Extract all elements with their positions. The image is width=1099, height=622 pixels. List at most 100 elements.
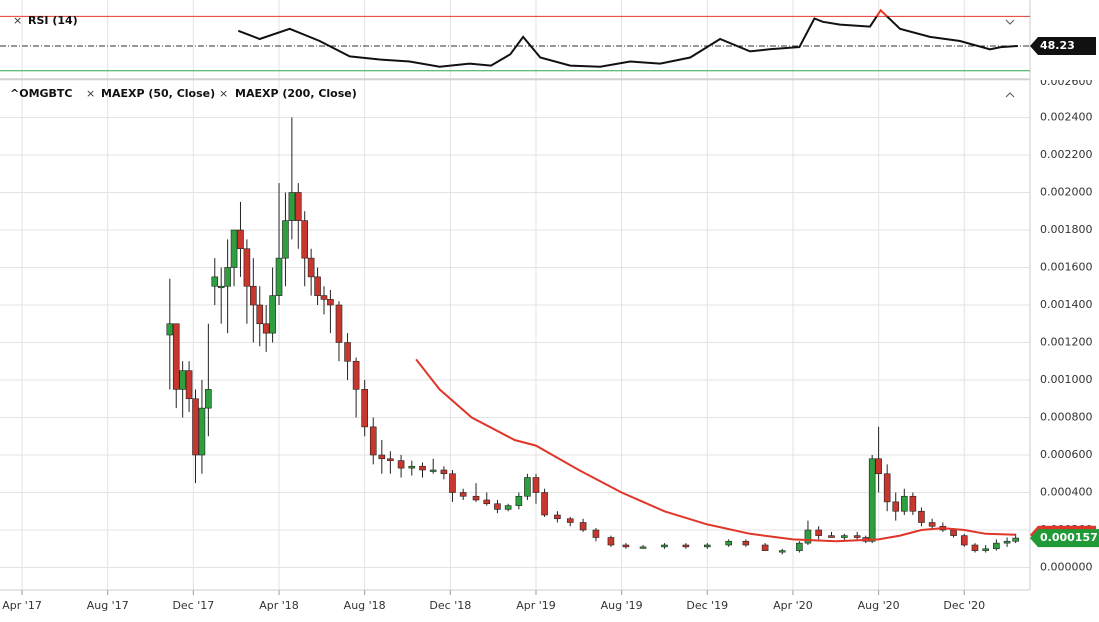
candle-body <box>950 529 957 536</box>
close-icon[interactable]: × <box>219 87 228 100</box>
candle-body <box>378 454 386 460</box>
candle-body <box>494 503 501 510</box>
close-icon[interactable]: × <box>86 87 95 100</box>
collapse-icon[interactable] <box>1005 19 1015 25</box>
price-panel <box>166 117 1019 555</box>
rsi-title: RSI (14) <box>28 14 78 27</box>
candle-body <box>307 257 315 278</box>
candle-body <box>883 473 891 503</box>
candle-body <box>607 537 615 546</box>
rsi-line-overbought <box>875 8 889 17</box>
candle-body <box>472 495 480 501</box>
candle-body <box>901 495 908 512</box>
y-tick-label: 0.001200 <box>1040 336 1093 349</box>
y-tick-label: 0.002600 <box>1040 75 1093 88</box>
candle-body <box>301 220 309 259</box>
x-tick-label: Dec '18 <box>429 599 471 612</box>
candle-body <box>592 529 600 538</box>
y-tick-label: 0.002000 <box>1040 186 1093 199</box>
candle-body <box>352 360 360 390</box>
candle-body <box>661 544 668 548</box>
candle-body <box>892 501 900 512</box>
x-tick-label: Aug '18 <box>344 599 386 612</box>
x-tick-label: Dec '17 <box>172 599 214 612</box>
candle-body <box>761 544 769 551</box>
candle-body <box>320 295 328 300</box>
candle-body <box>524 477 531 497</box>
candle-body <box>1003 540 1011 544</box>
candle-body <box>237 229 244 250</box>
last-price-tag <box>1030 529 1099 548</box>
candle-body <box>192 398 199 456</box>
y-tick-label: 0.001800 <box>1040 223 1093 236</box>
candle-body <box>419 465 426 471</box>
collapse-icon[interactable] <box>1005 92 1015 98</box>
y-tick-label: 0.000400 <box>1040 486 1093 499</box>
candle-body <box>909 495 917 512</box>
last-price-label: 0.000157 <box>1040 531 1098 544</box>
x-tick-label: Dec '19 <box>686 599 728 612</box>
symbol-title: ^OMGBTC <box>10 87 73 100</box>
candle-body <box>327 299 334 306</box>
candle-body <box>778 550 786 553</box>
candle-body <box>179 370 186 390</box>
candle-body <box>532 477 540 493</box>
x-tick-label: Apr '20 <box>773 599 813 612</box>
candle-body <box>703 544 711 548</box>
legend-entry: MAEXP (50, Close) <box>101 87 215 100</box>
candle-body <box>1012 537 1019 542</box>
rsi-value-tag <box>1030 37 1096 56</box>
candle-body <box>172 323 180 390</box>
x-tick-label: Apr '19 <box>516 599 556 612</box>
candle-body <box>541 492 548 516</box>
candle-body <box>993 542 1000 550</box>
candle-body <box>256 304 264 325</box>
candle-body <box>868 458 876 542</box>
y-tick-label: 0.001600 <box>1040 261 1093 274</box>
candle-body <box>250 285 257 306</box>
candle-body <box>294 192 302 221</box>
plot <box>0 8 1030 555</box>
candle-body <box>828 535 835 538</box>
candle-body <box>243 248 251 287</box>
x-tick-label: Aug '17 <box>87 599 129 612</box>
candle-body <box>515 495 523 506</box>
candle-body <box>815 529 822 536</box>
candle-body <box>971 544 979 551</box>
candle-body <box>275 257 283 296</box>
rsi-panel <box>0 8 1030 72</box>
candle-body <box>335 304 343 343</box>
close-icon[interactable]: × <box>13 14 22 27</box>
moving-average <box>415 358 1016 543</box>
candle-body <box>960 535 968 546</box>
candle-body <box>449 473 456 493</box>
candle-body <box>622 544 630 548</box>
candle-body <box>804 529 812 544</box>
candle-body <box>429 469 437 472</box>
candle-body <box>742 540 750 546</box>
y-tick-label: 0.002400 <box>1040 111 1093 124</box>
candle-body <box>166 323 174 336</box>
candle-body <box>725 540 733 546</box>
candle-body <box>928 522 936 527</box>
y-tick-label: 0.000800 <box>1040 411 1093 424</box>
candle-body <box>282 220 289 259</box>
candle-body <box>344 342 351 362</box>
candle-body <box>853 535 861 538</box>
y-tick-label: 0.002200 <box>1040 148 1093 161</box>
candle-body <box>579 522 587 531</box>
candle-body <box>639 546 647 549</box>
candle-body <box>408 465 416 469</box>
candle-body <box>205 389 212 409</box>
candle-body <box>875 458 882 475</box>
candle-body <box>369 426 377 456</box>
candle-body <box>269 295 276 334</box>
candle-body <box>198 407 206 456</box>
candle-body <box>566 518 574 523</box>
candle-body <box>483 499 491 505</box>
candle-body <box>224 267 231 287</box>
candle-body <box>982 548 989 551</box>
candle-body <box>554 514 561 520</box>
